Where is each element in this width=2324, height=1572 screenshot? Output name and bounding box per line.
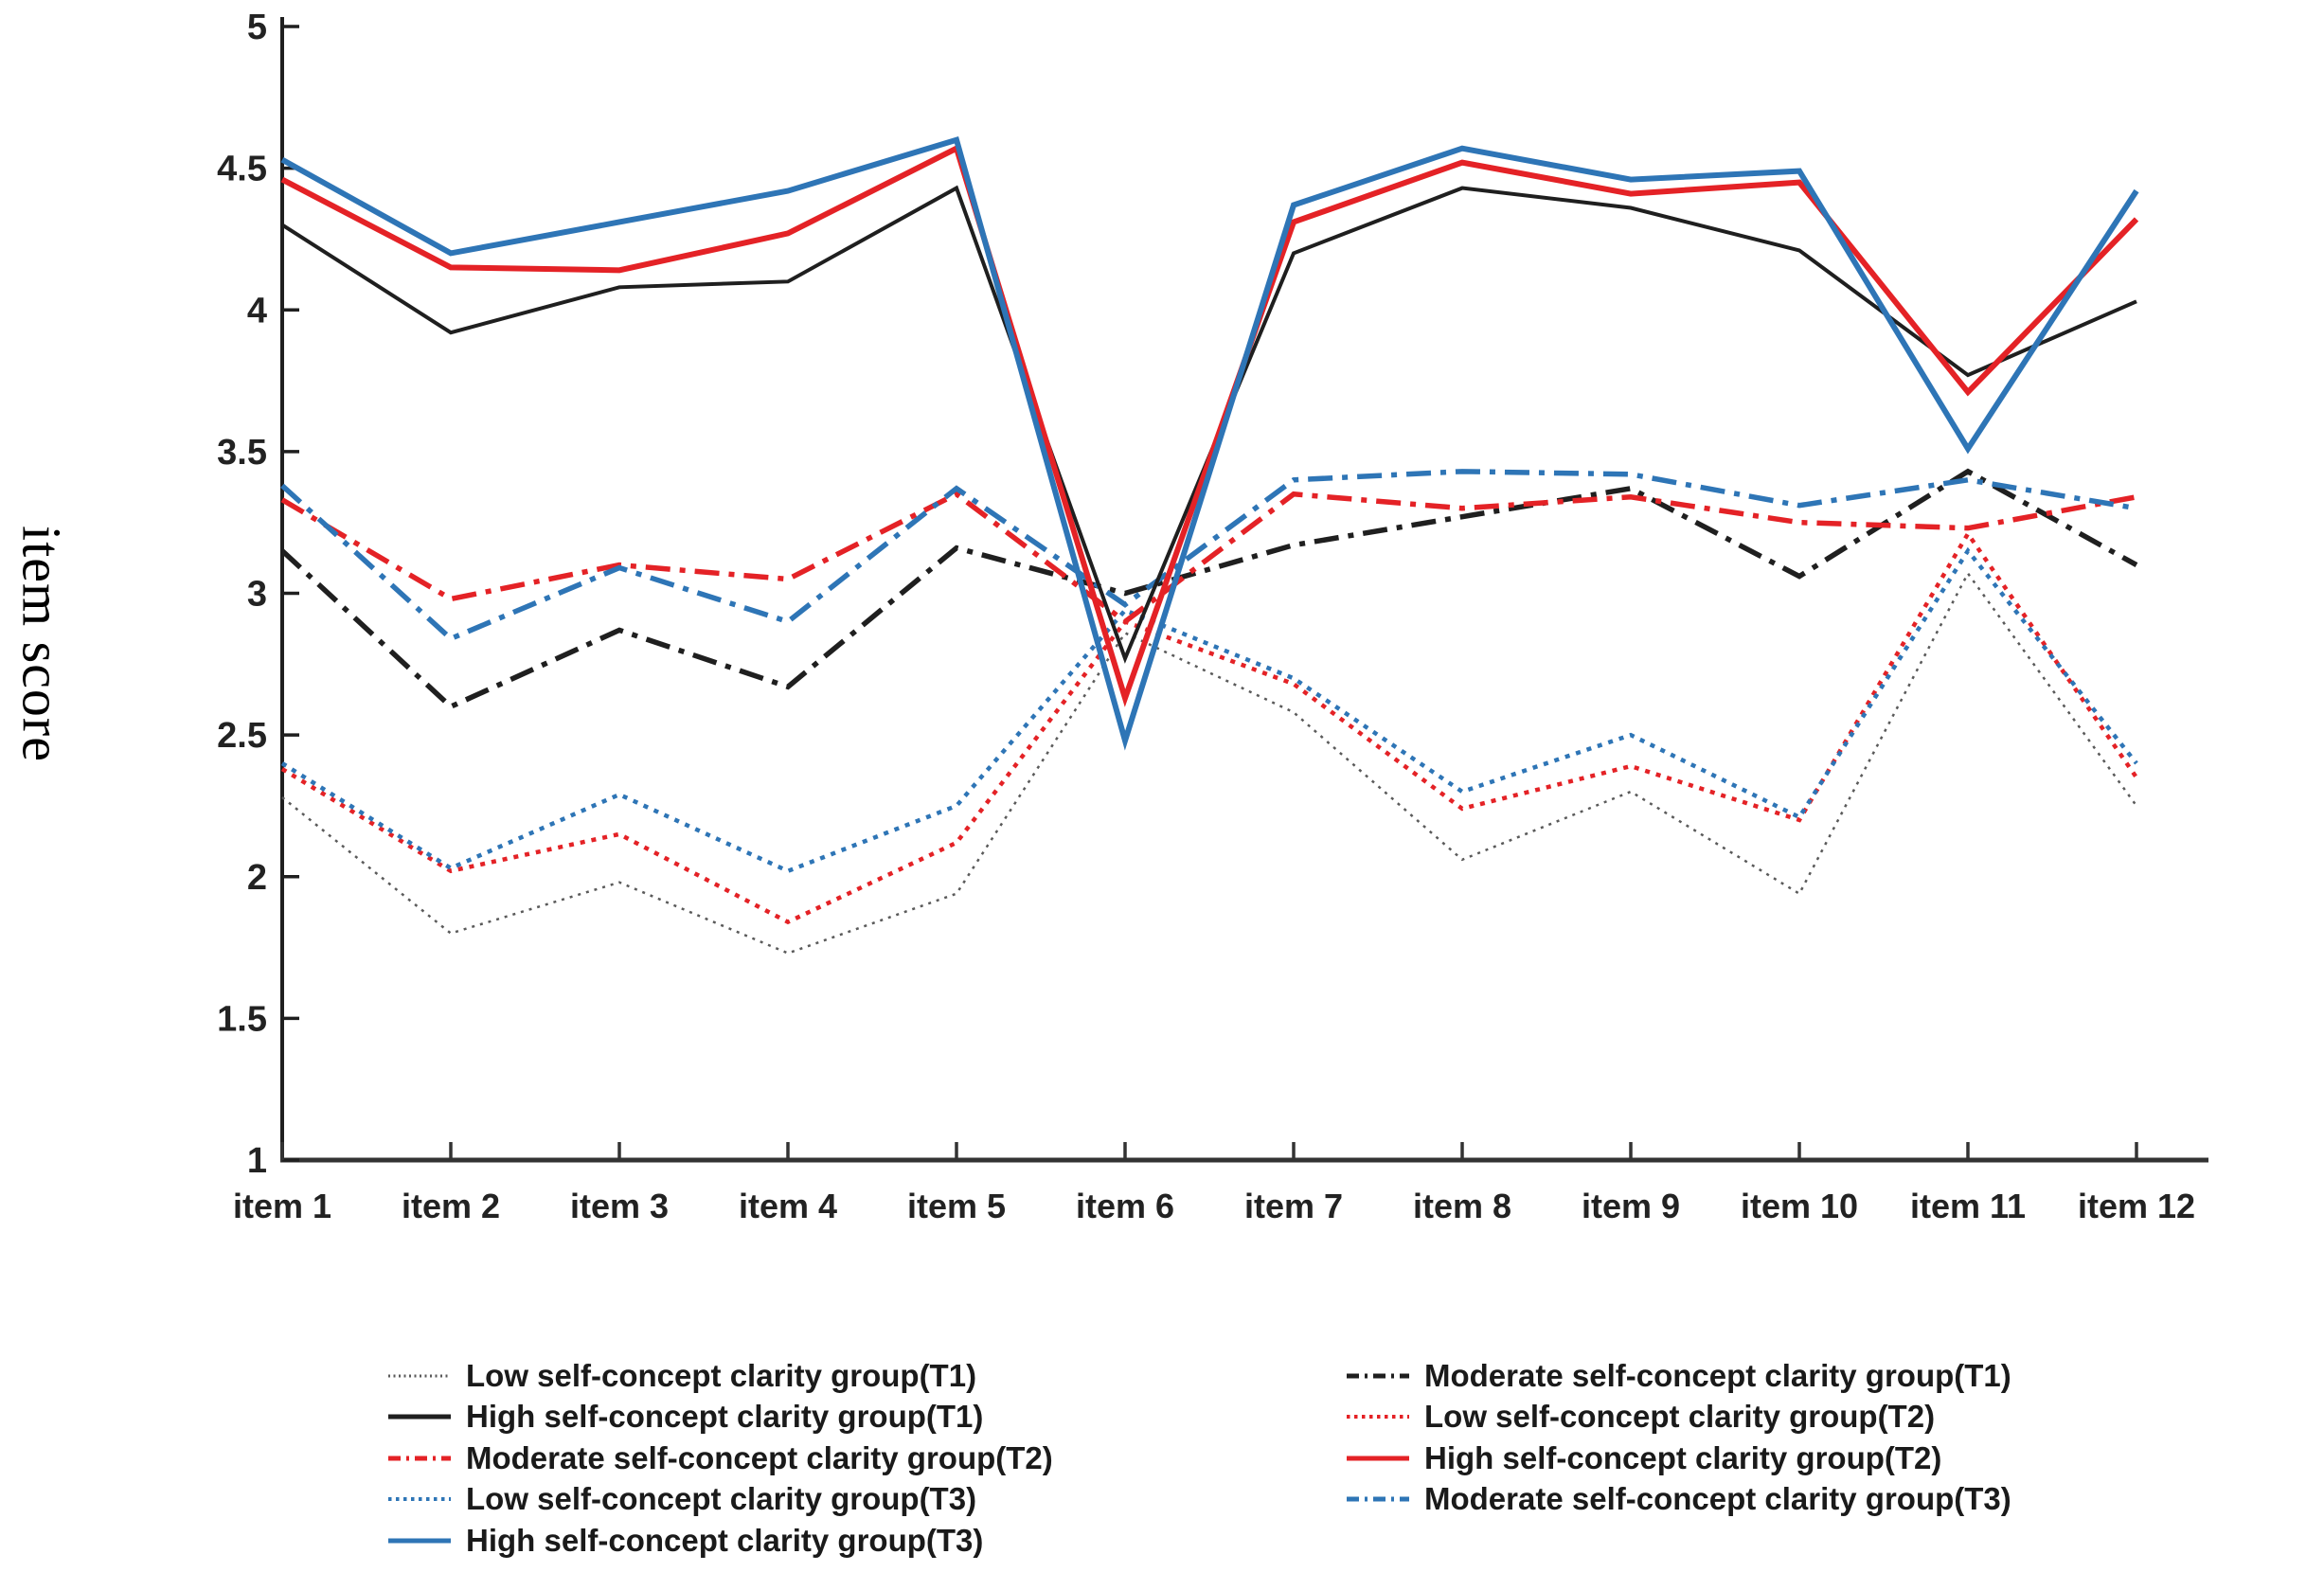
x-tick-label: item 1	[233, 1187, 331, 1225]
legend-label: Low self-concept clarity group(T3)	[466, 1481, 977, 1517]
legend-symbol-dashdot-blue	[1347, 1496, 1409, 1502]
series-line-moderate-self-concept-clarity-group-t1	[280, 468, 2138, 710]
legend-symbol-dotted-blue	[388, 1497, 451, 1502]
legend-label: Low self-concept clarity group(T2)	[1424, 1399, 1936, 1435]
legend-entry: Low self-concept clarity group(T3)	[386, 1479, 1053, 1521]
legend-label: High self-concept clarity group(T2)	[1424, 1439, 1942, 1475]
x-tick-label: item 2	[402, 1187, 500, 1225]
x-tick-label: item 5	[907, 1187, 1006, 1225]
legend-symbol-dashdot-black	[1347, 1373, 1409, 1379]
x-tick-label: item 10	[1741, 1187, 1858, 1225]
legend-column-left: Low self-concept clarity group(T1) High …	[386, 1355, 1053, 1562]
y-tick-label: 1.5	[217, 999, 267, 1039]
series-line-low-self-concept-clarity-group-t3	[280, 546, 2138, 874]
y-tick-label: 4.5	[217, 150, 267, 189]
legend-entry: Moderate self-concept clarity group(T1)	[1345, 1355, 2011, 1397]
x-tick-label: item 6	[1076, 1187, 1174, 1225]
series-line-moderate-self-concept-clarity-group-t3	[280, 469, 2137, 642]
legend-label: High self-concept clarity group(T1)	[466, 1399, 984, 1435]
y-tick-label: 5	[247, 8, 267, 47]
plot-lines	[280, 135, 2139, 955]
y-axis-title: item score	[10, 526, 73, 762]
x-tick-label: item 4	[739, 1187, 837, 1225]
legend-entry: Moderate self-concept clarity group(T2)	[386, 1438, 1053, 1479]
legend-symbol-dashdot-red	[388, 1456, 451, 1461]
legend-symbol-solid-red	[1347, 1456, 1409, 1461]
x-tick-label: item 8	[1413, 1187, 1511, 1225]
x-tick-label: item 3	[570, 1187, 669, 1225]
series-line-low-self-concept-clarity-group-t1	[281, 571, 2138, 955]
axes: 5 4.5 4 3.5 3 2.5 2 1.5 1 item 1 item 2 item 3 item …	[217, 8, 2208, 1225]
legend-label: Low self-concept clarity group(T1)	[466, 1357, 977, 1393]
x-tick-label: item 11	[1910, 1187, 2026, 1225]
legend-symbol-solid-blue	[388, 1538, 451, 1544]
legend-entry: High self-concept clarity group(T2)	[1345, 1438, 2011, 1479]
legend-entry: Moderate self-concept clarity group(T3)	[1345, 1479, 2011, 1521]
legend-label: Moderate self-concept clarity group(T1)	[1424, 1357, 2011, 1393]
legend-symbol-solid-black	[388, 1414, 451, 1420]
legend-label: Moderate self-concept clarity group(T3)	[1424, 1481, 2011, 1517]
y-tick-label: 1	[247, 1141, 267, 1181]
x-tick-label: item 12	[2078, 1187, 2195, 1225]
series-line-moderate-self-concept-clarity-group-t2	[280, 491, 2137, 625]
x-tick-label: item 7	[1244, 1187, 1343, 1225]
legend-label: Moderate self-concept clarity group(T2)	[466, 1439, 1053, 1475]
legend-column-right: Moderate self-concept clarity group(T1) …	[1345, 1355, 2011, 1520]
legend-entry: Low self-concept clarity group(T1)	[386, 1355, 1053, 1397]
y-tick-label: 3	[247, 575, 267, 615]
y-tick-label: 3.5	[217, 433, 267, 473]
y-tick-label: 2.5	[217, 716, 267, 756]
legend-entry: Low self-concept clarity group(T2)	[1345, 1397, 2011, 1438]
legend-symbol-fine-dotted-gray	[388, 1374, 451, 1378]
legend-label: High self-concept clarity group(T3)	[466, 1522, 984, 1558]
legend-symbol-dotted-red	[1347, 1415, 1409, 1420]
legend-entry: High self-concept clarity group(T3)	[386, 1520, 1053, 1562]
legend-entry: High self-concept clarity group(T1)	[386, 1397, 1053, 1438]
series-line-high-self-concept-clarity-group-t3	[280, 135, 2139, 751]
y-tick-label: 4	[247, 291, 267, 330]
x-tick-label: item 9	[1582, 1187, 1680, 1225]
y-tick-label: 2	[247, 858, 267, 898]
